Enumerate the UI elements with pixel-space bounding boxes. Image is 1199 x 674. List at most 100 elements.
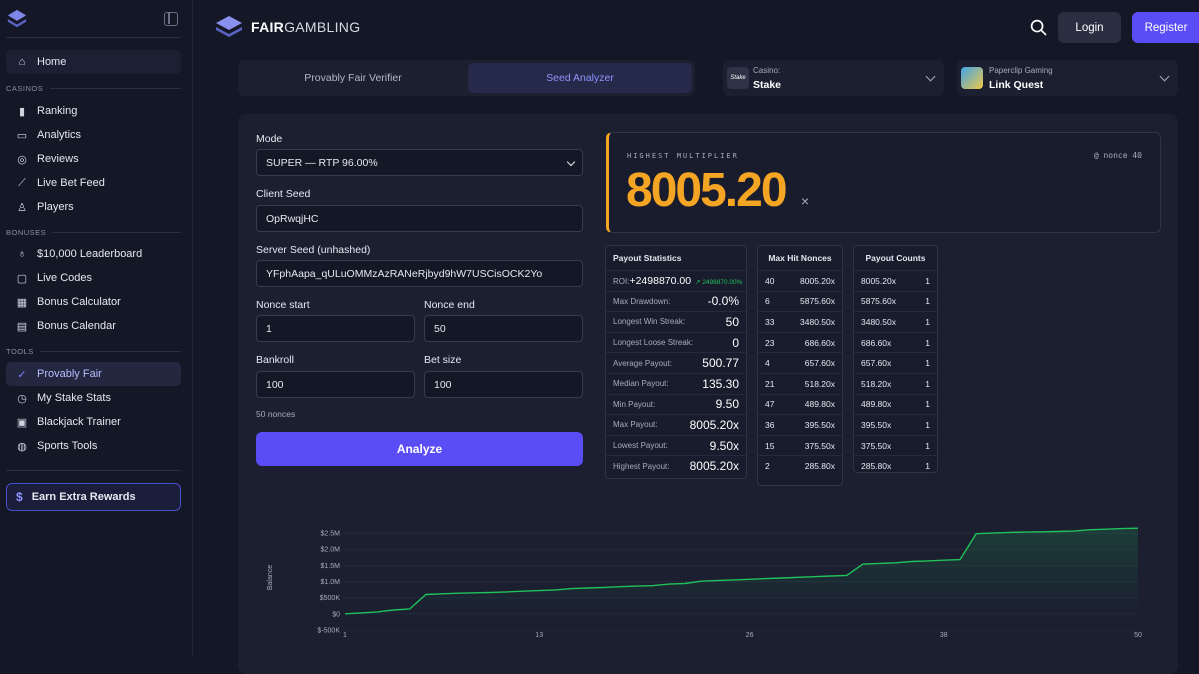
section-casinos: CASINOS bbox=[6, 84, 44, 93]
sidebar-item-ranking[interactable]: ▮ Ranking bbox=[6, 99, 181, 123]
game-select[interactable]: Paperclip Gaming Link Quest bbox=[957, 60, 1178, 96]
y-axis-label: Balance bbox=[267, 565, 274, 590]
highest-multiplier-label: HIGHEST MULTIPLIER bbox=[627, 152, 739, 160]
server-seed-input[interactable]: YFphAapa_qULuOMMzAzRANeRjbyd9hW7USCisOCK… bbox=[256, 260, 583, 287]
sidebar-item-label: My Stake Stats bbox=[37, 392, 111, 404]
table-row: 2 285.80x bbox=[758, 455, 842, 476]
mode-label: Mode bbox=[256, 133, 283, 145]
client-seed-label: Client Seed bbox=[256, 188, 311, 200]
brand[interactable]: FAIR GAMBLING bbox=[215, 15, 360, 39]
brand-name-rest: GAMBLING bbox=[284, 19, 361, 35]
sidebar-item-label: Bonus Calculator bbox=[37, 296, 121, 308]
table-row: 285.80x 1 bbox=[854, 455, 937, 476]
payout-cell: 3480.50x bbox=[800, 316, 835, 327]
nonce-cell: 33 bbox=[765, 316, 775, 327]
sidebar-item-players[interactable]: ♙ Players bbox=[6, 195, 181, 219]
client-seed-input[interactable]: OpRwqjHC bbox=[256, 205, 583, 232]
sidebar-item-reviews[interactable]: ◎ Reviews bbox=[6, 147, 181, 171]
table-row: 23 686.60x bbox=[758, 331, 842, 353]
table-row: 36 395.50x bbox=[758, 414, 842, 435]
nonce-end-input[interactable]: 50 bbox=[424, 315, 583, 342]
table-row: 657.60x 1 bbox=[854, 352, 937, 373]
highest-multiplier-value: 8005.20 bbox=[626, 164, 788, 217]
check-icon: ✓ bbox=[17, 368, 27, 381]
sidebar-item-label: Ranking bbox=[37, 105, 78, 117]
sidebar-item-live-codes[interactable]: ▢ Live Codes bbox=[6, 266, 181, 290]
table-row: 6 5875.60x bbox=[758, 290, 842, 312]
calculator-icon: ▦ bbox=[16, 296, 28, 309]
stat-row: Median Payout: 135.30 bbox=[606, 373, 746, 394]
count-cell: 1 bbox=[925, 316, 930, 327]
casino-select[interactable]: Stake Casino: Stake bbox=[723, 60, 944, 96]
nonce-start-input[interactable]: 1 bbox=[256, 315, 415, 342]
earn-extra-rewards-button[interactable]: $ Earn Extra Rewards bbox=[6, 483, 181, 511]
nonce-cell: 36 bbox=[765, 419, 775, 430]
y-tick-label: $-500K bbox=[317, 628, 340, 635]
table-row: 8005.20x 1 bbox=[854, 270, 937, 291]
payout-cell: 8005.20x bbox=[800, 275, 835, 286]
stat-row: Longest Win Streak: 50 bbox=[606, 311, 746, 332]
payout-counts-card: Payout Counts 8005.20x 1 5875.60x 1 3480.50x… bbox=[853, 245, 938, 473]
payout-cell: 375.50x bbox=[804, 440, 835, 451]
chevron-down-icon bbox=[1159, 71, 1170, 82]
stat-row: Max Drawdown: -0.0% bbox=[606, 290, 746, 312]
logo-icon[interactable] bbox=[6, 8, 28, 30]
stat-label: Lowest Payout: bbox=[613, 441, 668, 451]
search-icon[interactable] bbox=[1030, 19, 1047, 36]
highest-multiplier-card: HIGHEST MULTIPLIER @ nonce 40 8005.20 × bbox=[606, 132, 1161, 233]
game-thumbnail bbox=[961, 67, 983, 89]
collapse-sidebar-icon[interactable] bbox=[164, 12, 178, 26]
tab-provably-fair-verifier[interactable]: Provably Fair Verifier bbox=[304, 72, 402, 84]
sidebar: ⌂ Home CASINOS ▮ Ranking ▭ Analytics ◎ R… bbox=[0, 0, 193, 656]
tab-seed-analyzer[interactable]: Seed Analyzer bbox=[468, 63, 692, 93]
stat-value: 50 bbox=[725, 314, 739, 329]
stat-label: Longest Loose Streak: bbox=[613, 338, 694, 348]
game-provider: Paperclip Gaming bbox=[989, 66, 1053, 75]
sidebar-item-leaderboard[interactable]: ♁ $10,000 Leaderboard bbox=[6, 242, 181, 266]
sidebar-item-live-bet-feed[interactable]: ⟋ Live Bet Feed bbox=[6, 171, 181, 195]
nonce-cell: 23 bbox=[765, 337, 775, 348]
section-bonuses: BONUSES bbox=[6, 228, 47, 237]
clock-icon: ◷ bbox=[17, 392, 27, 405]
y-tick-label: $0 bbox=[332, 611, 340, 618]
mode-select[interactable]: SUPER — RTP 96.00% bbox=[256, 149, 583, 176]
bet-size-label: Bet size bbox=[424, 354, 462, 366]
payout-cell: 395.50x bbox=[804, 419, 835, 430]
sidebar-item-sports-tools[interactable]: ◍ Sports Tools bbox=[6, 434, 181, 458]
home-icon: ⌂ bbox=[18, 56, 26, 68]
count-cell: 1 bbox=[925, 358, 930, 369]
roi-label-text: ROI: bbox=[613, 276, 630, 286]
sidebar-item-label: Sports Tools bbox=[37, 440, 98, 452]
nonce-cell: 40 bbox=[765, 275, 775, 286]
chevron-down-icon bbox=[925, 71, 936, 82]
count-cell: 1 bbox=[925, 296, 930, 307]
stat-value: 9.50x bbox=[709, 438, 739, 453]
bankroll-input[interactable]: 100 bbox=[256, 371, 415, 398]
balance-area bbox=[345, 528, 1138, 614]
sidebar-item-my-stake-stats[interactable]: ◷ My Stake Stats bbox=[6, 386, 181, 410]
x-tick-label: 38 bbox=[940, 632, 948, 639]
login-button[interactable]: Login bbox=[1058, 12, 1121, 43]
analyze-button[interactable]: Analyze bbox=[256, 432, 583, 466]
x-tick-label: 26 bbox=[746, 632, 754, 639]
sidebar-item-bonus-calendar[interactable]: ▤ Bonus Calendar bbox=[6, 314, 181, 338]
payout-statistics-card: Payout Statistics ROI:+2498870.00 ↗ 24988… bbox=[605, 245, 747, 479]
stat-label: Max Drawdown: bbox=[613, 296, 671, 306]
sidebar-item-provably-fair[interactable]: ✓ Provably Fair bbox=[6, 362, 181, 386]
divider bbox=[40, 351, 181, 352]
sidebar-item-label: Analytics bbox=[37, 129, 82, 141]
count-cell: 1 bbox=[925, 337, 930, 348]
nonce-cell: 6 bbox=[765, 296, 770, 307]
payout-cell: 3480.50x bbox=[861, 316, 896, 327]
sidebar-item-bonus-calculator[interactable]: ▦ Bonus Calculator bbox=[6, 290, 181, 314]
x-tick-label: 1 bbox=[343, 632, 347, 639]
table-row: 489.80x 1 bbox=[854, 393, 937, 415]
stat-value: 135.30 bbox=[702, 376, 739, 391]
bet-size-input[interactable]: 100 bbox=[424, 371, 583, 398]
sidebar-item-home[interactable]: ⌂ Home bbox=[6, 50, 181, 74]
table-row: 4 657.60x bbox=[758, 352, 842, 373]
sidebar-item-blackjack-trainer[interactable]: ▣ Blackjack Trainer bbox=[6, 410, 181, 434]
sidebar-item-analytics[interactable]: ▭ Analytics bbox=[6, 123, 181, 147]
register-button[interactable]: Register bbox=[1132, 12, 1199, 43]
sidebar-item-label: $10,000 Leaderboard bbox=[37, 248, 143, 260]
